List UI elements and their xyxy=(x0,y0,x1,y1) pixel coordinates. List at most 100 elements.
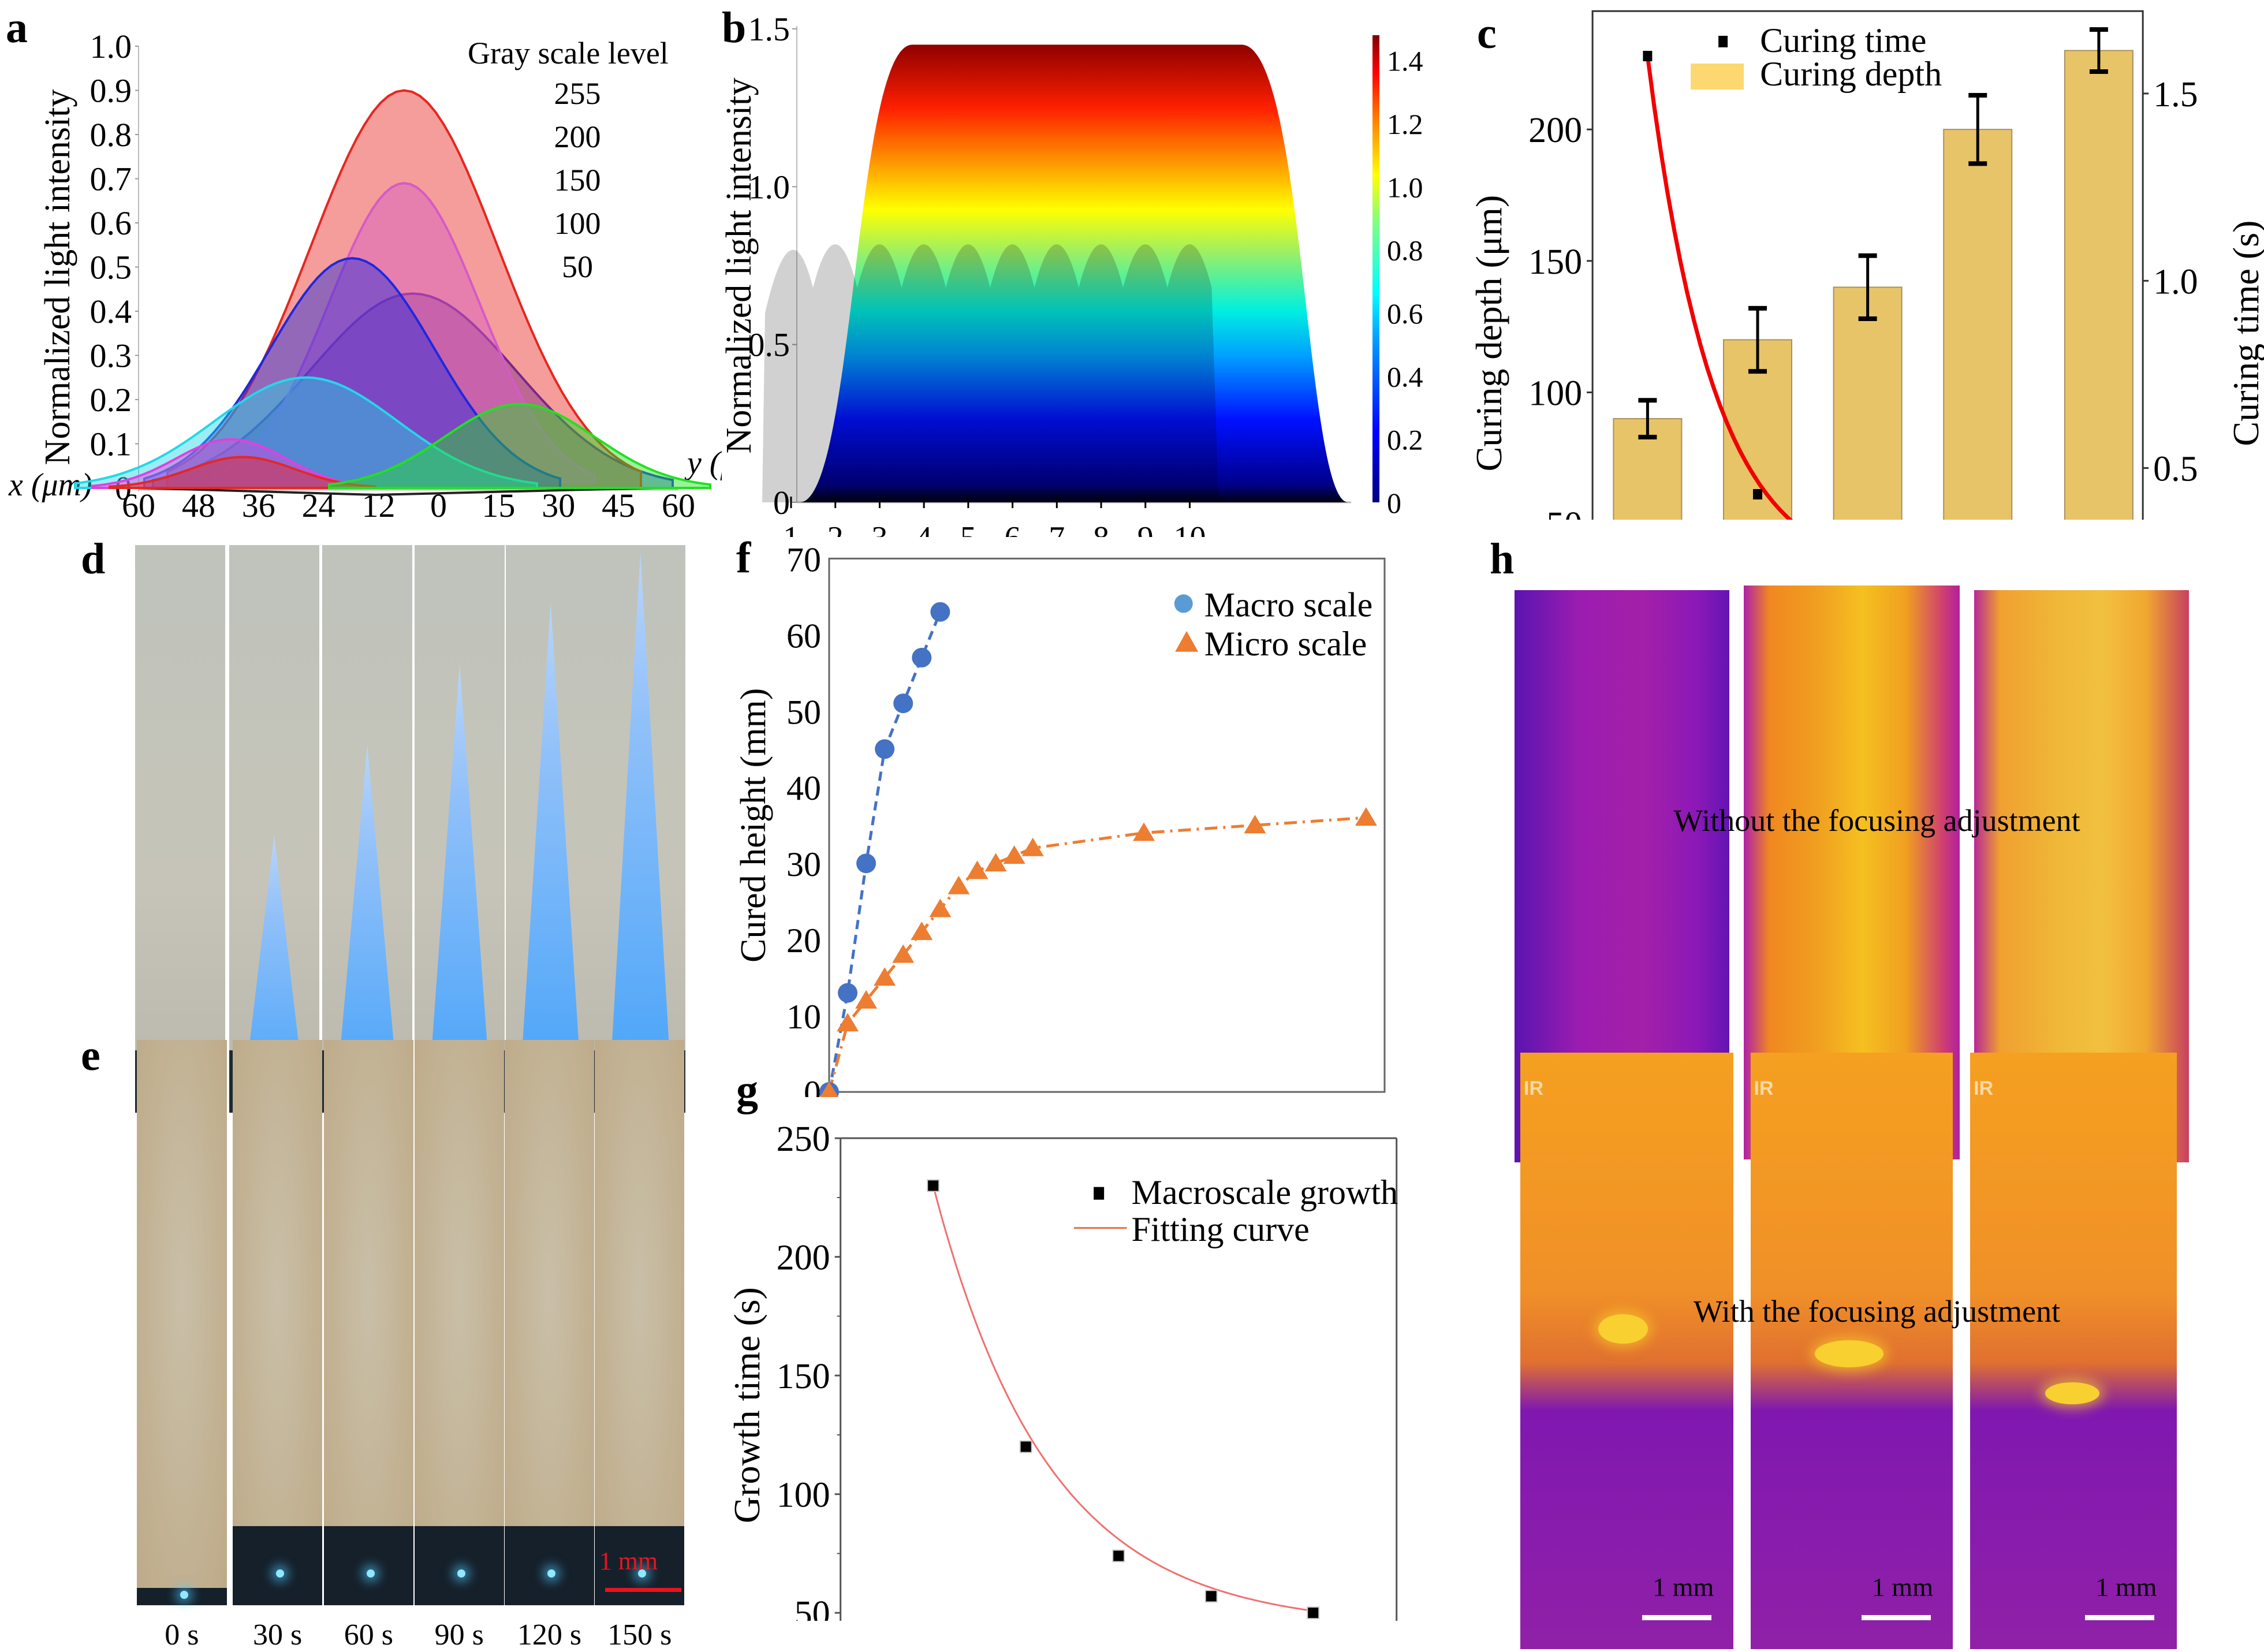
y-tick-label: 0.5 xyxy=(90,249,132,286)
time-label: 60 s xyxy=(344,1618,393,1651)
photo-frame-e xyxy=(232,1039,323,1605)
y-tick-label: 1.0 xyxy=(748,168,790,206)
legend-marker-macro xyxy=(1174,594,1193,613)
micro-point xyxy=(948,875,970,894)
y-tick-label: 200 xyxy=(1528,111,1582,150)
focus-hot-spot xyxy=(1598,1314,1648,1344)
y-axis-label: Normalized light intensity xyxy=(38,90,77,465)
chart-g-growth-time: 50100150200250050100150200250Growth time… xyxy=(726,1120,1398,1652)
baseline xyxy=(138,487,656,497)
z-axis-label: y (μm) xyxy=(684,445,722,481)
y-tick-label: 0.9 xyxy=(90,72,132,110)
x-tick-label: 60 xyxy=(122,487,155,520)
data-point xyxy=(1307,1606,1320,1620)
y-tick-label: 0.2 xyxy=(90,381,132,419)
legend-marker-points xyxy=(1094,1187,1105,1200)
caption-with-focusing: With the focusing adjustment xyxy=(1693,1294,2061,1329)
panel-e: e 0 s 30 s 60 s 90 s 120 s 150 s 1 mm xyxy=(58,1028,722,1651)
micro-point xyxy=(837,1013,859,1032)
colorbar xyxy=(1372,35,1379,502)
micro-point xyxy=(966,860,989,879)
micro-point xyxy=(911,921,933,940)
panel-label-f: f xyxy=(736,534,751,582)
time-label: 0 s xyxy=(165,1618,199,1651)
ir-tag: IR xyxy=(1974,1077,1994,1099)
thermal-image-with-focus: IR 1 mm xyxy=(1520,1052,1734,1649)
focus-hot-spot xyxy=(2045,1382,2100,1405)
y-axis-label: Growth time (s) xyxy=(726,1287,767,1523)
macro-point xyxy=(912,647,932,667)
y-tick-label: 0.5 xyxy=(748,326,790,364)
micro-point xyxy=(874,967,896,986)
legend-label: Fitting curve xyxy=(1132,1210,1310,1248)
light-spot xyxy=(547,1569,556,1578)
legend-item: 50 xyxy=(562,249,593,284)
ir-tag: IR xyxy=(1524,1077,1544,1099)
photo-frame-e xyxy=(594,1039,685,1605)
micro-point xyxy=(1244,815,1266,834)
legend-item: 150 xyxy=(554,163,601,197)
plot-frame xyxy=(828,557,1386,1093)
y-tick-label: 250 xyxy=(777,1120,830,1159)
chart-f-cured-height: 010203040506070050100150200250300Cured h… xyxy=(734,540,1411,1187)
photo-frame-d xyxy=(415,545,505,1113)
bar xyxy=(1943,129,2013,656)
legend-label: Macroscale growth xyxy=(1132,1173,1398,1211)
curing-time-point xyxy=(1753,489,1763,500)
panel-label-a: a xyxy=(6,3,28,52)
micro-point xyxy=(1133,822,1155,841)
legend-title: Gray scale level xyxy=(468,36,669,70)
micro-point xyxy=(1003,845,1025,864)
photo-base xyxy=(594,1526,685,1605)
thermal-image-with-focus: IR 1 mm xyxy=(1970,1052,2177,1649)
panel-label-e: e xyxy=(81,1031,100,1080)
colorbar-tick-label: 0 xyxy=(1387,487,1401,519)
time-label: 30 s xyxy=(253,1618,303,1651)
y-tick-label: 0.7 xyxy=(90,161,132,198)
y-tick-label: 60 xyxy=(786,617,821,655)
surface-magenta-left xyxy=(91,438,371,489)
fitting-curve xyxy=(932,1185,1312,1612)
macro-point xyxy=(893,693,913,714)
colorbar-tick-label: 0.4 xyxy=(1387,360,1423,393)
micro-point xyxy=(892,944,915,963)
legend-label: Curing depth xyxy=(1760,55,1942,93)
y-tick-label: 200 xyxy=(777,1239,830,1278)
photo-base xyxy=(504,1526,595,1605)
y-tick-label: 0.1 xyxy=(90,426,132,463)
micro-trend-line xyxy=(827,816,1367,1092)
panel-d: d 0 s20 s40 s60 s80 s100 s1 mm xyxy=(58,520,722,1161)
y-right-tick-label: 0.5 xyxy=(2153,450,2198,489)
y-axis-label: Curing depth (μm) xyxy=(1472,195,1509,472)
photo-frame-e xyxy=(137,1039,227,1605)
y-tick-label: 1.0 xyxy=(90,28,132,65)
x-tick-label: 48 xyxy=(182,487,215,520)
surface-150 xyxy=(152,292,674,489)
time-label: 120 s xyxy=(517,1618,582,1651)
legend-item: 100 xyxy=(554,206,601,241)
colorbar-tick-label: 1.2 xyxy=(1387,108,1423,140)
macro-point xyxy=(856,853,876,874)
legend-marker-curing-depth xyxy=(1691,64,1744,90)
panel-h: h 1 mm 1 mm 1 mm Without the focusing adju… xyxy=(1490,520,2264,1649)
light-spot xyxy=(367,1569,375,1578)
y-axis-label: Normalized light intensity xyxy=(722,78,759,454)
light-spot xyxy=(180,1591,188,1599)
colorbar-tick-label: 0.2 xyxy=(1387,424,1423,456)
data-point xyxy=(1204,1590,1218,1603)
y-tick-label: 0.8 xyxy=(90,116,132,154)
panel-label-d: d xyxy=(81,535,106,583)
micro-point xyxy=(1355,807,1377,826)
y-tick-label: 0 xyxy=(773,484,790,521)
legend-label: Macro scale xyxy=(1204,586,1373,624)
time-label: 150 s xyxy=(607,1618,672,1651)
y-tick-label: 10 xyxy=(786,998,821,1036)
cured-structure xyxy=(608,552,673,1110)
photo-frame-e xyxy=(414,1039,505,1605)
x-tick-label: 36 xyxy=(242,487,275,520)
time-label: 90 s xyxy=(434,1618,484,1651)
y-right-tick-label: 1.0 xyxy=(2153,262,2198,301)
scalebar xyxy=(1642,1615,1711,1621)
